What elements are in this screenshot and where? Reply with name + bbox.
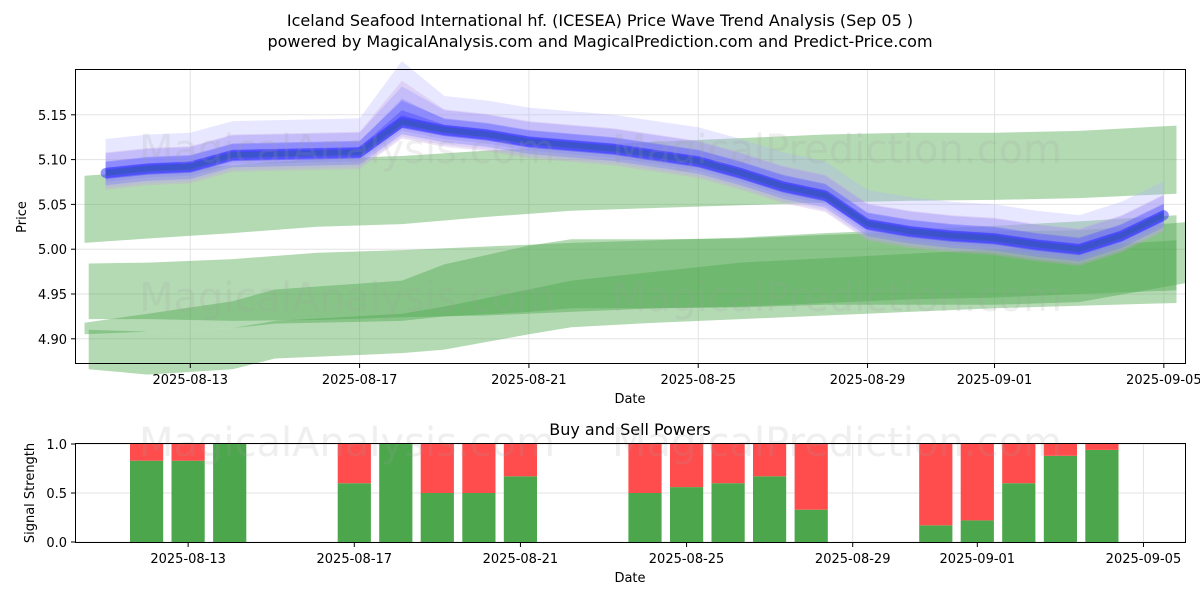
buy-bar: [711, 483, 745, 542]
buy-bar: [753, 476, 787, 542]
buy-bar: [420, 493, 454, 542]
price-y-tick-label: 5.15: [38, 109, 67, 124]
signal-x-tick-label: 2025-09-01: [940, 552, 1016, 567]
signal-x-ticks: 2025-08-13 2025-08-17 2025-08-21 2025-08-25…: [150, 542, 1181, 567]
buy-bar: [670, 487, 704, 542]
watermark-top-left: MagicalAnalysis.com: [139, 127, 555, 173]
trend-band-2: [88, 215, 1177, 321]
price-y-tick-label: 5.10: [38, 154, 67, 169]
watermark-top-right: MagicalPrediction.com: [612, 127, 1062, 173]
price-x-tick-label: 2025-08-21: [491, 373, 567, 388]
sell-bar: [794, 444, 828, 510]
signal-x-tick-label: 2025-08-21: [483, 552, 559, 567]
sell-bar: [503, 444, 537, 477]
price-y-tick-label: 4.95: [38, 288, 67, 303]
watermark-mid-right: MagicalPrediction.com: [612, 275, 1062, 321]
sell-bar: [711, 444, 745, 484]
trend-band-1: [84, 125, 1177, 243]
buy-bar: [1085, 449, 1119, 542]
buy-bar: [130, 460, 164, 542]
chart-subtitle: powered by MagicalAnalysis.com and Magic…: [267, 32, 932, 51]
signal-x-tick-label: 2025-08-13: [150, 552, 226, 567]
buy-bar: [628, 493, 662, 542]
price-wave-3: [105, 86, 1164, 259]
signal-y-tick-label: 1.0: [46, 438, 67, 453]
price-watermarks: MagicalAnalysis.com MagicalPrediction.co…: [139, 127, 1062, 321]
price-y-tick-label: 5.00: [38, 243, 67, 258]
watermark-mid-left: MagicalAnalysis.com: [139, 275, 555, 321]
sell-bar: [753, 444, 787, 477]
signal-x-tick-label: 2025-08-25: [649, 552, 725, 567]
sell-bar: [628, 444, 662, 493]
price-x-tick-label: 2025-08-25: [660, 373, 736, 388]
signal-x-tick-label: 2025-08-29: [815, 552, 891, 567]
price-y-label: Price: [15, 201, 30, 233]
trend-bands: [84, 125, 1185, 375]
price-wave-1: [105, 61, 1164, 264]
price-wave-core-shadow: [105, 119, 1166, 253]
price-x-tick-label: 2025-09-05: [1126, 373, 1200, 388]
buy-bar: [960, 520, 994, 542]
buy-bar: [379, 444, 413, 542]
price-y-ticks: 4.90 4.95 5.00 5.05 5.10 5.15: [38, 109, 76, 348]
price-x-tick-label: 2025-08-17: [322, 373, 398, 388]
price-y-tick-label: 4.90: [38, 333, 67, 348]
buy-bar: [919, 525, 953, 542]
sell-bar: [1085, 444, 1119, 450]
signal-x-label: Date: [614, 571, 645, 586]
price-x-tick-label: 2025-08-29: [830, 373, 906, 388]
buy-bar: [337, 483, 371, 542]
signal-y-label: Signal Strength: [23, 443, 38, 543]
buy-bar: [503, 476, 537, 542]
sell-bar: [919, 444, 953, 526]
sell-bar: [337, 444, 371, 484]
price-y-tick-label: 5.05: [38, 198, 67, 213]
price-x-tick-label: 2025-09-01: [957, 373, 1033, 388]
buy-bar: [1002, 483, 1036, 542]
sell-bar: [130, 444, 164, 461]
signal-y-ticks: 0.0 0.5 1.0: [46, 438, 76, 551]
sell-bar: [960, 444, 994, 521]
buy-bar: [794, 509, 828, 542]
price-x-tick-label: 2025-08-13: [153, 373, 229, 388]
buy-bar: [462, 493, 496, 542]
sell-bar: [171, 444, 205, 461]
buy-bar: [213, 444, 247, 542]
price-wave-core: [100, 117, 1169, 255]
sell-bar: [670, 444, 704, 488]
price-grid: [76, 70, 1185, 363]
sell-bar: [1043, 444, 1077, 456]
signal-bars: [130, 444, 1119, 542]
price-panel: MagicalAnalysis.com MagicalPrediction.co…: [15, 61, 1200, 407]
buy-bar: [1043, 455, 1077, 542]
price-x-label: Date: [614, 392, 645, 407]
chart-title: Iceland Seafood International hf. (ICESE…: [287, 11, 913, 30]
signal-y-tick-label: 0.0: [46, 536, 67, 551]
signal-y-tick-label: 0.5: [46, 487, 67, 502]
sell-bar: [1002, 444, 1036, 484]
buy-bar: [171, 460, 205, 542]
price-waves: [100, 61, 1169, 266]
signal-title: Buy and Sell Powers: [549, 420, 711, 439]
signal-x-tick-label: 2025-08-17: [317, 552, 393, 567]
signal-panel: Buy and Sell Powers MagicalAnalysis.com …: [23, 420, 1186, 586]
signal-x-tick-label: 2025-09-05: [1106, 552, 1182, 567]
trend-band-3: [84, 222, 1185, 335]
price-axes-frame: [75, 69, 1186, 364]
price-wave-2: [105, 80, 1164, 266]
sell-bar: [420, 444, 454, 493]
trend-band-4: [88, 240, 1177, 375]
sell-bar: [462, 444, 496, 493]
price-x-ticks: 2025-08-13 2025-08-17 2025-08-21 2025-08-25…: [153, 363, 1200, 388]
